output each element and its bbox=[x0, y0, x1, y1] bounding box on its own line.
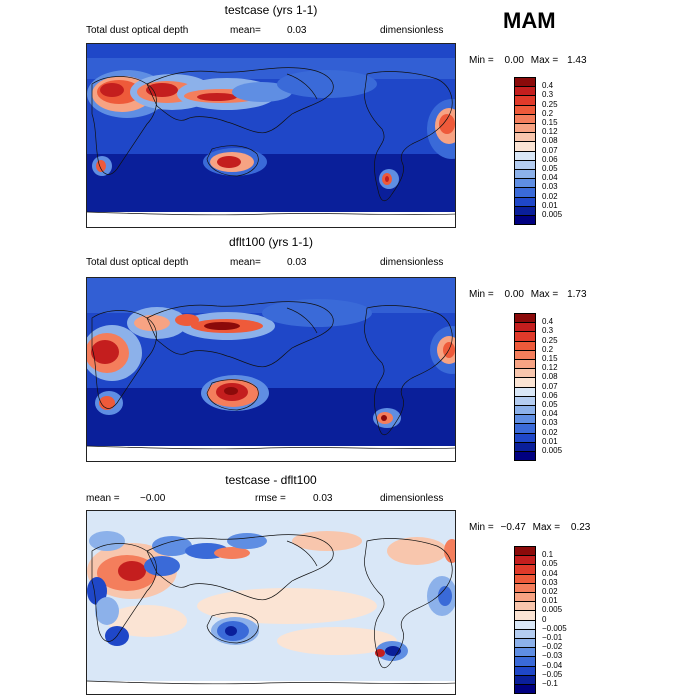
panel-3-colorbar-label: −0.01 bbox=[542, 633, 563, 642]
panel-3-title: testcase - dflt100 bbox=[225, 473, 317, 487]
panel-3-mean-value: −0.00 bbox=[140, 493, 166, 504]
panel-2-max-value: 1.73 bbox=[567, 289, 587, 300]
panel-3-colorbar-label: 0.03 bbox=[542, 577, 558, 587]
panel-3-colorbar-label: −0.02 bbox=[542, 642, 563, 652]
panel-3-mean-label: mean = bbox=[86, 493, 120, 504]
panel-2-colorbar-label: 0.01 bbox=[542, 436, 558, 446]
panel-3-min-label: Min = bbox=[469, 522, 494, 533]
panel-2-variable: Total dust optical depth bbox=[86, 257, 189, 268]
panel-1-map bbox=[86, 43, 456, 228]
panel-3-colorbar-swatch bbox=[514, 684, 536, 695]
panel-1-colorbar-label: 0.005 bbox=[542, 210, 563, 219]
panel-1-colorbar-label: 0.07 bbox=[542, 145, 558, 155]
season-title: MAM bbox=[503, 8, 556, 33]
panel-2-colorbar-swatch bbox=[514, 451, 536, 462]
panel-2-min-label: Min = bbox=[469, 289, 494, 300]
panel-3-rmse-label: rmse = bbox=[255, 493, 286, 504]
panel-3-minmax: Min = −0.47 Max = 0.23 bbox=[469, 522, 590, 533]
panel-3-colorbar-label: 0.01 bbox=[542, 596, 558, 606]
panel-2-colorbar-label: 0.05 bbox=[542, 400, 558, 409]
panel-2-mean-value: 0.03 bbox=[287, 257, 307, 268]
panel-2-colorbar-label: 0.07 bbox=[542, 381, 558, 391]
panel-1-max-label: Max = bbox=[530, 55, 559, 66]
panel-3-colorbar-label: −0.005 bbox=[542, 623, 567, 633]
panel-3-colorbar-label: −0.05 bbox=[542, 669, 563, 679]
panel-3-colorbar-label: 0.005 bbox=[542, 605, 563, 615]
panel-1-mean-label: mean= bbox=[230, 25, 261, 36]
panel-1-colorbar-label: 0.08 bbox=[542, 136, 558, 146]
panel-3-colorbar-label: 0.04 bbox=[542, 568, 558, 578]
panel-2-colorbar-label: 0.03 bbox=[542, 418, 558, 428]
panel-2-minmax: Min = 0.00 Max = 1.73 bbox=[469, 289, 587, 300]
panel-2-mean-label: mean= bbox=[230, 257, 261, 268]
panel-1-colorbar-label: 0.02 bbox=[542, 191, 558, 201]
panel-2-min-value: 0.00 bbox=[504, 289, 524, 300]
panel-2-colorbar-label: 0.06 bbox=[542, 390, 558, 400]
panel-1-colorbar-label: 0.03 bbox=[542, 182, 558, 192]
panel-2-colorbar-label: 0.08 bbox=[542, 372, 558, 382]
panel-1-units: dimensionless bbox=[380, 25, 444, 36]
panel-1-colorbar-label: 0.15 bbox=[542, 118, 558, 127]
panel-1-max-value: 1.43 bbox=[567, 55, 587, 66]
panel-2-colorbar-label: 0.3 bbox=[542, 326, 554, 336]
panel-1-title: testcase (yrs 1-1) bbox=[224, 3, 318, 17]
panel-3-colorbar-label: −0.03 bbox=[542, 651, 563, 661]
panel-3-rmse-value: 0.03 bbox=[313, 493, 333, 504]
panel-3-max-label: Max = bbox=[532, 522, 561, 533]
panel-2-colorbar-label: 0.02 bbox=[542, 427, 558, 437]
panel-2-max-label: Max = bbox=[530, 289, 559, 300]
panel-1-colorbar-label: 0.2 bbox=[542, 108, 554, 118]
panel-3-min-value: −0.47 bbox=[500, 522, 526, 533]
panel-2-colorbar-label: 0.25 bbox=[542, 335, 558, 345]
panel-1-mean-value: 0.03 bbox=[287, 25, 307, 36]
panel-1-min-value: 0.00 bbox=[504, 55, 524, 66]
panel-3-colorbar-label: −0.1 bbox=[542, 679, 558, 688]
panel-2-colorbar-label: 0.005 bbox=[542, 446, 563, 455]
panel-1-colorbar-swatch bbox=[514, 215, 536, 226]
panel-3-units: dimensionless bbox=[380, 493, 444, 504]
panel-3-colorbar-label: 0.1 bbox=[542, 550, 554, 560]
panel-2-colorbar-label: 0.2 bbox=[542, 344, 554, 354]
panel-1-colorbar-label: 0.05 bbox=[542, 164, 558, 173]
panel-1-variable: Total dust optical depth bbox=[86, 25, 189, 36]
panel-1-colorbar-label: 0.01 bbox=[542, 200, 558, 210]
panel-1-colorbar-label: 0.12 bbox=[542, 127, 558, 137]
panel-2-title: dflt100 (yrs 1-1) bbox=[228, 235, 314, 249]
panel-2-units: dimensionless bbox=[380, 257, 444, 268]
panel-3-colorbar-label: 0.05 bbox=[542, 559, 558, 569]
panel-1-colorbar-label: 0.06 bbox=[542, 154, 558, 164]
panel-2-colorbar-label: 0.4 bbox=[542, 317, 554, 327]
panel-3-colorbar-label: −0.04 bbox=[542, 660, 563, 670]
panel-2-colorbar-label: 0.15 bbox=[542, 354, 558, 363]
panel-2-colorbar-label: 0.04 bbox=[542, 409, 558, 419]
panel-1-minmax: Min = 0.00 Max = 1.43 bbox=[469, 55, 587, 66]
panel-2-colorbar-label: 0.12 bbox=[542, 363, 558, 373]
panel-1-colorbar-label: 0.3 bbox=[542, 90, 554, 100]
panel-1-colorbar-label: 0.04 bbox=[542, 173, 558, 183]
panel-1-min-label: Min = bbox=[469, 55, 494, 66]
panel-3-colorbar-label: 0 bbox=[542, 614, 547, 624]
panel-3-max-value: 0.23 bbox=[570, 522, 591, 533]
panel-1-colorbar-label: 0.25 bbox=[542, 99, 558, 109]
panel-1-colorbar-label: 0.4 bbox=[542, 81, 554, 91]
panel-3-colorbar-label: 0.02 bbox=[542, 587, 558, 596]
panel-2-map bbox=[86, 277, 456, 462]
panel-3-map bbox=[86, 510, 456, 695]
